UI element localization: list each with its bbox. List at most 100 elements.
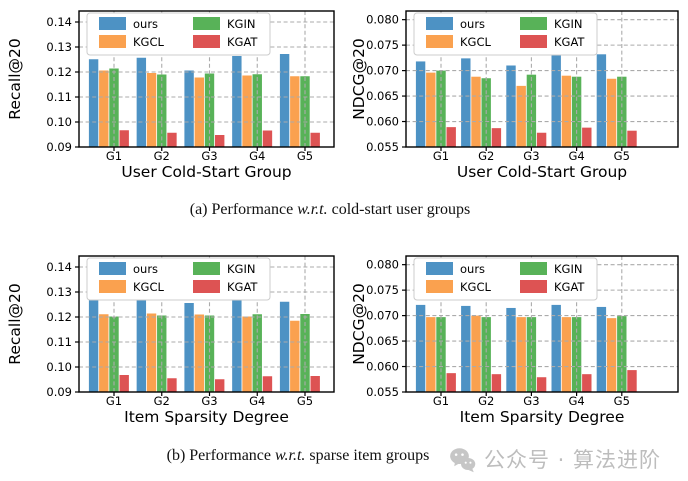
bar-KGAT-G3 xyxy=(215,379,225,392)
legend-label-KGAT: KGAT xyxy=(227,35,258,49)
caption-a-wrt: w.r.t. xyxy=(297,201,328,218)
x-tick-label: G3 xyxy=(201,394,217,408)
legend-swatch-KGAT xyxy=(520,280,547,293)
legend-swatch-KGIN xyxy=(193,17,220,30)
legend-swatch-KGCL xyxy=(426,280,453,293)
bar-KGAT-G3 xyxy=(536,377,547,392)
x-axis-title: User Cold-Start Group xyxy=(457,163,627,181)
y-tick-label: 0.060 xyxy=(366,115,399,129)
x-tick-label: G3 xyxy=(523,149,539,163)
y-tick-label: 0.080 xyxy=(366,258,399,272)
legend-swatch-ours xyxy=(426,17,453,30)
bar-ours-G2 xyxy=(136,300,147,392)
y-tick-label: 0.12 xyxy=(46,310,72,324)
legend-swatch-KGCL xyxy=(99,280,126,293)
legend-label-KGAT: KGAT xyxy=(227,280,258,294)
y-tick-label: 0.09 xyxy=(46,140,72,154)
bar-ours-G5 xyxy=(596,54,607,147)
x-tick-label: G2 xyxy=(478,394,494,408)
y-axis-title: Recall@20 xyxy=(6,283,24,364)
y-tick-label: 0.10 xyxy=(46,115,72,129)
bar-KGAT-G4 xyxy=(262,130,273,147)
caption-a-suffix: cold-start user groups xyxy=(327,201,471,218)
bar-ours-G5 xyxy=(279,301,290,392)
bar-KGIN-G3 xyxy=(526,317,537,392)
bar-KGCL-G4 xyxy=(242,316,252,392)
y-tick-label: 0.14 xyxy=(46,260,72,274)
bar-KGAT-G2 xyxy=(491,374,502,392)
y-tick-label: 0.055 xyxy=(366,140,399,154)
y-tick-label: 0.070 xyxy=(366,309,399,323)
legend-label-ours: ours xyxy=(133,17,158,31)
bar-KGCL-G5 xyxy=(606,318,617,392)
bar-KGAT-G2 xyxy=(167,378,177,392)
legend-swatch-KGIN xyxy=(520,17,547,30)
y-tick-label: 0.13 xyxy=(46,40,72,54)
x-tick-label: G2 xyxy=(154,394,170,408)
legend-label-KGIN: KGIN xyxy=(227,262,255,276)
caption-b-prefix: (b) Performance xyxy=(166,447,275,464)
bar-ours-G3 xyxy=(184,70,194,147)
legend-label-ours: ours xyxy=(460,262,485,276)
bar-KGCL-G5 xyxy=(290,320,300,392)
bar-KGAT-G3 xyxy=(215,135,225,147)
bar-KGCL-G5 xyxy=(290,76,300,147)
legend xyxy=(413,12,598,56)
bar-KGCL-G2 xyxy=(146,73,157,147)
x-tick-label: G3 xyxy=(523,394,539,408)
legend-swatch-KGAT xyxy=(193,280,220,293)
bar-KGIN-G3 xyxy=(204,315,215,392)
y-tick-label: 0.075 xyxy=(366,283,399,297)
bar-KGCL-G1 xyxy=(99,314,109,392)
y-tick-label: 0.11 xyxy=(46,90,72,104)
y-axis-title: NDCG@20 xyxy=(350,38,368,120)
x-tick-label: G5 xyxy=(614,149,630,163)
bar-KGIN-G4 xyxy=(571,317,582,392)
plot-border xyxy=(405,255,679,393)
bar-KGCL-G4 xyxy=(242,75,252,147)
bar-KGAT-G5 xyxy=(627,130,637,147)
caption-b-suffix: sparse item groups xyxy=(305,447,430,464)
bar-KGAT-G4 xyxy=(582,127,592,147)
caption-b: (b) Performance w.r.t. sparse item group… xyxy=(0,447,596,465)
x-tick-label: G5 xyxy=(297,149,313,163)
caption-b-wrt: w.r.t. xyxy=(275,447,306,464)
plot-border xyxy=(78,255,335,393)
bar-ours-G2 xyxy=(461,58,471,148)
chart-ndcg-item-sparsity: ours KGCL KGIN KGAT 0.055 0.060 0.065 0.070 0.07… xyxy=(350,255,679,426)
bar-KGCL-G5 xyxy=(606,78,617,147)
bar-KGCL-G2 xyxy=(471,76,481,147)
legend-swatch-ours xyxy=(99,262,126,275)
bar-KGAT-G5 xyxy=(627,370,637,392)
y-tick-label: 0.065 xyxy=(366,89,399,103)
bar-KGCL-G2 xyxy=(146,313,157,392)
x-axis-title: Item Sparsity Degree xyxy=(460,408,625,426)
caption-a: (a) Performance w.r.t. cold-start user g… xyxy=(0,201,660,219)
x-tick-label: G1 xyxy=(106,394,122,408)
x-tick-label: G2 xyxy=(154,149,170,163)
y-axis-title: NDCG@20 xyxy=(350,283,368,365)
chart-recall-user-cold-start: ours KGCL KGIN KGAT 0.09 0.10 0.11 0.12 0.13 0.14… xyxy=(6,10,335,181)
chart-ndcg-user-cold-start: ours KGCL KGIN KGAT 0.055 0.060 0.065 0.070 0.07… xyxy=(350,10,679,181)
legend-label-KGCL: KGCL xyxy=(460,280,491,294)
x-tick-label: G1 xyxy=(106,149,122,163)
watermark: 公众号 · 算法进阶 xyxy=(449,444,661,474)
legend-label-KGIN: KGIN xyxy=(227,17,255,31)
legend-swatch-ours xyxy=(99,17,126,30)
bar-ours-G4 xyxy=(232,299,242,392)
x-tick-label: G5 xyxy=(297,394,313,408)
bar-KGIN-G1 xyxy=(436,70,446,147)
bar-KGIN-G5 xyxy=(617,316,627,392)
bar-KGAT-G5 xyxy=(310,376,320,392)
bar-KGAT-G4 xyxy=(582,374,592,392)
bar-KGIN-G1 xyxy=(109,316,119,392)
x-tick-label: G4 xyxy=(249,394,265,408)
y-tick-label: 0.070 xyxy=(366,64,399,78)
bar-KGAT-G1 xyxy=(119,130,129,147)
legend-label-ours: ours xyxy=(133,262,158,276)
y-tick-label: 0.075 xyxy=(366,38,399,52)
x-tick-label: G3 xyxy=(201,149,217,163)
bar-KGAT-G1 xyxy=(119,375,129,392)
legend-swatch-KGAT xyxy=(520,35,547,48)
bar-KGAT-G5 xyxy=(310,132,320,147)
